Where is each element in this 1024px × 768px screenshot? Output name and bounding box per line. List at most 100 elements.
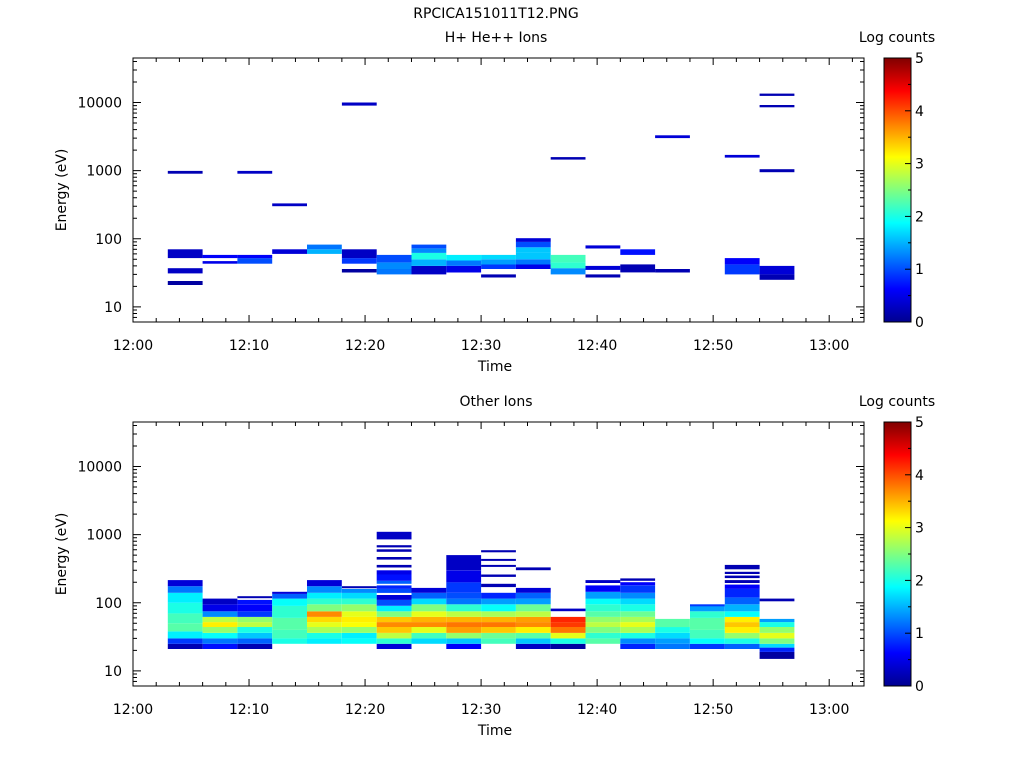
heatmap-cell [481, 558, 516, 561]
heatmap-cell [481, 638, 516, 644]
heatmap-cell [481, 583, 516, 588]
heatmap-cell [620, 611, 656, 617]
y-tick-label: 100 [95, 596, 122, 612]
heatmap-cell [724, 604, 760, 612]
heatmap-cell [411, 622, 447, 627]
heatmap-cell [620, 638, 656, 644]
y-tick-label: 10 [104, 300, 122, 316]
heatmap-cell [620, 578, 656, 581]
heatmap-cell [759, 105, 795, 108]
heatmap-cell [550, 627, 586, 633]
heatmap-cell [759, 638, 795, 644]
heatmap-cell [446, 570, 482, 583]
heatmap-cell [655, 618, 690, 628]
heatmap-cell [481, 592, 516, 599]
heatmap-cells [167, 531, 795, 659]
heatmap-cell [341, 611, 377, 617]
heatmap-cell [759, 622, 795, 627]
heatmap-cell [481, 254, 516, 260]
colorbar-tick-label: 2 [915, 209, 924, 225]
heatmap-cell [620, 592, 656, 599]
heatmap-cell [376, 531, 412, 540]
heatmap-cell [376, 564, 412, 568]
heatmap-cell [237, 604, 273, 612]
heatmap-cell [376, 643, 412, 649]
heatmap-cell [167, 643, 203, 649]
heatmap-cell [411, 265, 447, 275]
panel-title: Other Ions [459, 394, 532, 410]
heatmap-cell [202, 622, 238, 627]
heatmap-cell [585, 585, 621, 592]
heatmap-cell [307, 622, 342, 627]
colorbar-tick-label: 4 [915, 104, 924, 120]
heatmap-cell [446, 592, 482, 599]
heatmap-cell [411, 616, 447, 623]
figure-title: RPCICA151011T12.PNG [413, 6, 578, 22]
colorbar-label: Log counts [859, 394, 935, 410]
heatmap-cell [167, 592, 203, 603]
heatmap-cell [446, 265, 482, 273]
heatmap-cell [655, 269, 690, 273]
heatmap-cell [341, 269, 377, 273]
colorbar-tick-label: 4 [915, 468, 924, 484]
heatmap-cell [585, 622, 621, 627]
x-tick-label: 12:20 [345, 338, 385, 354]
heatmap-cell [515, 247, 551, 253]
heatmap-cell [202, 611, 238, 617]
heatmap-cell [272, 629, 307, 639]
heatmap-cell [620, 585, 656, 593]
heatmap-cell [550, 616, 586, 623]
heatmap-cell [620, 633, 656, 639]
colorbar-tick-label: 3 [915, 157, 924, 173]
heatmap-cell [759, 643, 795, 648]
x-tick-label: 12:30 [461, 702, 501, 718]
heatmap-cell [724, 627, 760, 633]
heatmap-cell [446, 604, 482, 612]
heatmap-cell [376, 633, 412, 639]
heatmap-cell [481, 259, 516, 265]
heatmap-cell [724, 643, 760, 649]
heatmap-cell [237, 643, 273, 649]
heatmap-cell [167, 281, 203, 285]
plot-frame [132, 421, 865, 687]
heatmap-cell [376, 269, 412, 275]
heatmap-cell [341, 102, 377, 106]
heatmap-cell [272, 638, 307, 644]
heatmap-cell [272, 593, 307, 599]
heatmap-cell [481, 604, 516, 612]
heatmap-cells [167, 93, 795, 285]
heatmap-cell [167, 268, 203, 274]
heatmap-cell [237, 611, 273, 617]
heatmap-cell [620, 604, 656, 612]
heatmap-cell [237, 254, 273, 259]
heatmap-cell [307, 244, 342, 250]
heatmap-cell [411, 259, 447, 266]
heatmap-cell [307, 616, 342, 623]
heatmap-cell [167, 602, 203, 614]
heatmap-cell [307, 611, 342, 617]
heatmap-cell [376, 611, 412, 617]
colorbar-label: Log counts [859, 30, 935, 46]
heatmap-cell [237, 627, 273, 633]
heatmap-cell [272, 249, 307, 254]
heatmap-cell [724, 258, 760, 265]
heatmap-cell [446, 611, 482, 617]
heatmap-cell [515, 627, 551, 633]
heatmap-cell [690, 611, 725, 618]
heatmap-cell [690, 638, 725, 644]
heatmap-cell [724, 638, 760, 644]
heatmap-cell [307, 598, 342, 605]
heatmap-cell [307, 580, 342, 587]
y-tick-label: 100 [95, 232, 122, 248]
heatmap-cell [481, 616, 516, 623]
axes: 12:00 12:10 12:20 12:30 12:40 12:50 13:00 10 100… [77, 421, 865, 718]
heatmap-cell [515, 587, 551, 593]
heatmap-cell [307, 604, 342, 612]
heatmap-cell [585, 611, 621, 617]
heatmap-cell [446, 633, 482, 639]
heatmap-cell [515, 264, 551, 269]
heatmap-cell [620, 249, 656, 255]
heatmap-cell [411, 638, 447, 644]
heatmap-cell [515, 616, 551, 623]
heatmap-cell [724, 622, 760, 627]
